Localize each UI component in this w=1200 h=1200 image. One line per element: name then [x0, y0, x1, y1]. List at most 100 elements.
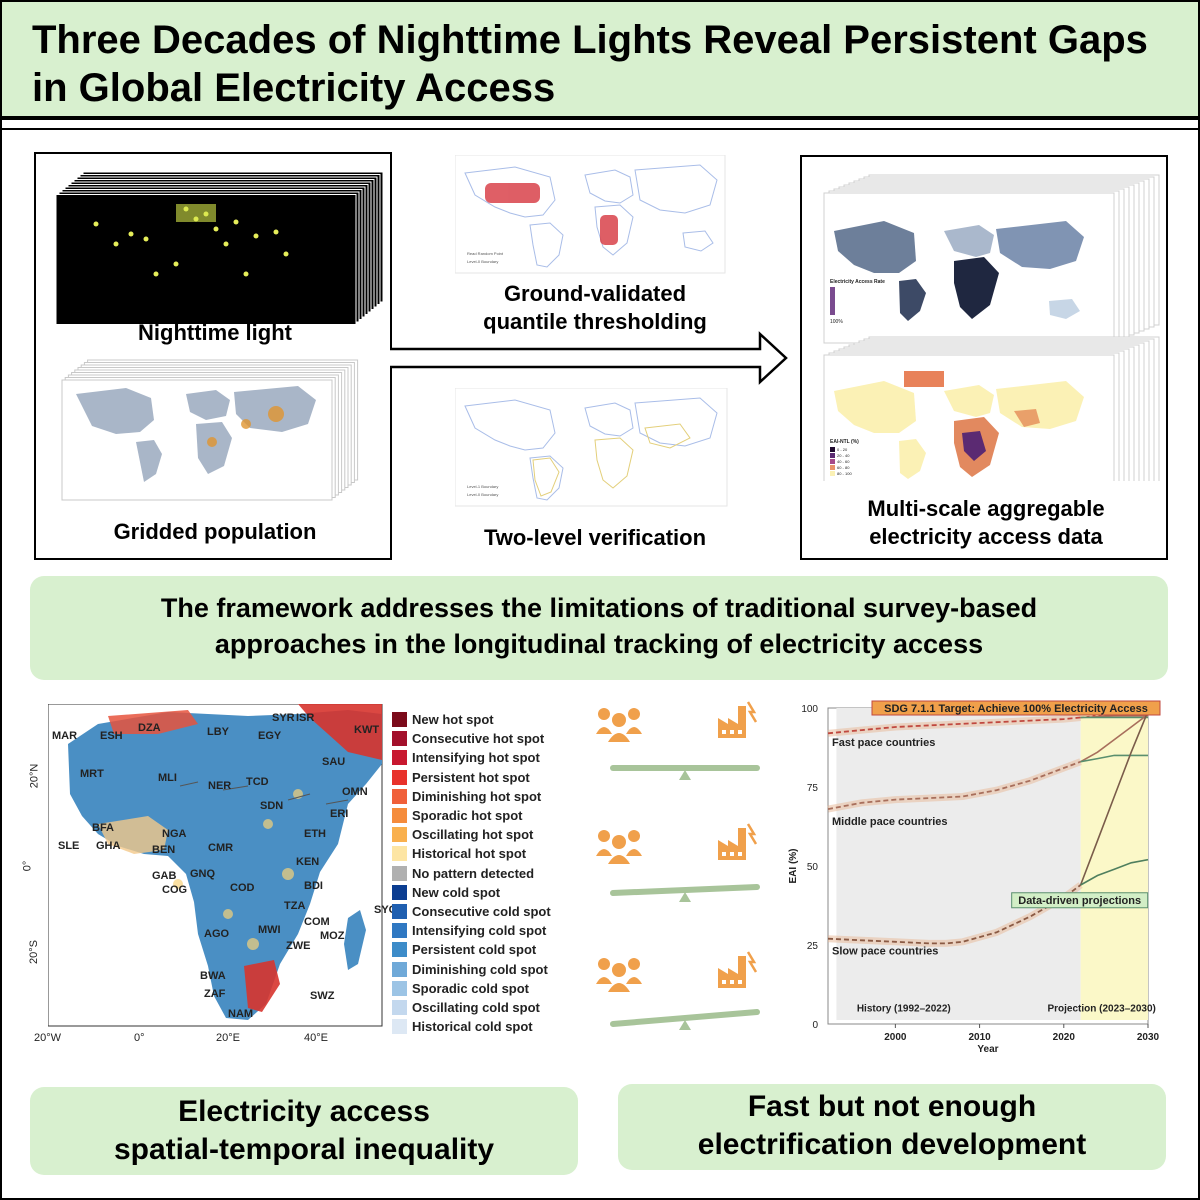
- projection-callout-box: [1011, 892, 1149, 909]
- map2-legend-title: EAI-NTL (%): [830, 439, 859, 445]
- balance-icons: [596, 701, 760, 1030]
- ground-validated-caption: Ground-validated quantile thresholding: [440, 280, 750, 336]
- legend-label: Diminishing cold spot: [412, 961, 548, 977]
- two-level-caption: Two-level verification: [483, 525, 707, 550]
- country-label: MLI: [158, 772, 177, 784]
- input-data-box: Nighttime light Gridded population: [34, 152, 392, 560]
- projection-line: [1080, 754, 1148, 763]
- legend-swatch: [392, 827, 407, 843]
- country-label: AGO: [204, 928, 230, 940]
- legend-swatch: [392, 731, 407, 747]
- legend-swatch: [392, 750, 407, 766]
- legend-item: Diminishing cold spot: [392, 960, 548, 979]
- target-label-box: [871, 700, 1161, 716]
- country-label: ETH: [304, 828, 326, 840]
- projection-line: [1079, 710, 1149, 886]
- legend-item: Sporadic cold spot: [392, 979, 529, 998]
- country-label: COG: [162, 884, 188, 896]
- lon-tick-label: 0°: [134, 1032, 145, 1044]
- country-label: COD: [230, 882, 255, 894]
- target-label: SDG 7.1.1 Target: Achieve 100% Electrici…: [884, 703, 1148, 715]
- person-icon: [612, 963, 626, 977]
- electrification-line2: electrification development: [697, 1128, 1087, 1161]
- legend-swatch: [392, 788, 407, 804]
- country-label: BEN: [152, 844, 176, 856]
- country-label: LBY: [207, 726, 229, 738]
- country-label: SDN: [260, 800, 284, 812]
- series-name-label: Middle pace countries: [832, 816, 948, 828]
- country-label: NAM: [228, 1008, 254, 1020]
- legend-label: Historical hot spot: [412, 846, 527, 862]
- legend-item: New cold spot: [392, 883, 500, 902]
- country-label: GAB: [152, 870, 177, 882]
- legend-label: Historical cold spot: [412, 1019, 533, 1035]
- legend-swatch: [392, 1000, 407, 1015]
- electrification-banner: Fast but not enough electrification deve…: [618, 1084, 1166, 1170]
- series-line: [827, 716, 1081, 735]
- framework-banner: The framework addresses the limitations …: [30, 576, 1168, 680]
- x-tick-label: 2010: [968, 1032, 991, 1043]
- country-label: ZWE: [286, 940, 311, 952]
- nighttime-light-stack: [55, 171, 384, 325]
- person-icon: [598, 958, 610, 970]
- country-label: SWZ: [310, 990, 335, 1002]
- ground-validated-line2: quantile thresholding: [483, 309, 707, 334]
- projection-callout-label: Data-driven projections: [1018, 895, 1141, 907]
- legend-swatch: [392, 712, 407, 727]
- x-tick-label: 2000: [884, 1032, 907, 1043]
- y-tick-label: 50: [807, 862, 819, 873]
- x-tick-label: 2020: [1053, 1032, 1076, 1043]
- map2-legend-swatch: [830, 471, 835, 476]
- balance-pivot: [679, 1020, 691, 1030]
- electrification-line1: Fast but not enough: [747, 1090, 1037, 1123]
- legend-item: Intensifying cold spot: [392, 921, 546, 940]
- series-name-label: Slow pace countries: [832, 945, 938, 957]
- legend-item: Consecutive cold spot: [392, 902, 551, 921]
- country-label: GHA: [96, 840, 121, 852]
- ref-legend-a: Read Random Point: [467, 251, 504, 256]
- y-axis-label: EAI (%): [788, 849, 799, 884]
- legend-label: Intensifying hot spot: [412, 750, 540, 766]
- x-axis-label: Year: [977, 1044, 998, 1055]
- legend-label: Consecutive cold spot: [412, 904, 551, 919]
- africa-hotspot-map: MAR ESH DZA LBY EGY SYR ISR KWT SAU OMN MRT MLI NER T…: [21, 700, 397, 1060]
- framework-line2: approaches in the longitudinal tracking …: [214, 629, 984, 659]
- history-region: [836, 708, 1081, 1020]
- country-label: BFA: [92, 822, 114, 834]
- person-icon: [612, 713, 626, 727]
- x-tick-label: 2030: [1137, 1032, 1160, 1043]
- country-label: NGA: [162, 828, 187, 840]
- country-label: SLE: [58, 840, 80, 852]
- balance-tilt-left: [596, 701, 760, 780]
- hotspot-legend: New hot spot Consecutive hot spot Intensif…: [392, 710, 592, 1050]
- map2-legend-label: 40 - 60: [837, 459, 850, 464]
- legend-item: Diminishing hot spot: [392, 787, 541, 806]
- map2-legend-label: 0 - 20: [837, 447, 848, 452]
- person-icon: [628, 708, 640, 720]
- country-label: SYR: [272, 712, 295, 724]
- legend-label: Diminishing hot spot: [412, 788, 542, 804]
- country-label: OMN: [342, 786, 368, 798]
- lon-tick-label: 20°W: [34, 1032, 62, 1044]
- ref-legend-d: Level-0 Boundary: [467, 492, 498, 497]
- lightning-icon: [746, 701, 758, 723]
- balance-pivot: [679, 770, 691, 780]
- person-icon: [598, 708, 610, 720]
- legend-item: Sporadic hot spot: [392, 806, 523, 825]
- map1-legend-title: Electricity Access Rate: [830, 279, 885, 285]
- country-label: TZA: [284, 900, 306, 912]
- legend-item: Consecutive hot spot: [392, 729, 544, 748]
- country-label: GNQ: [190, 868, 216, 880]
- person-icon: [598, 830, 610, 842]
- balance-beam: [610, 1009, 760, 1027]
- multi-scale-caption: Multi-scale aggregable electricity acces…: [802, 495, 1170, 551]
- country-label: KWT: [354, 724, 380, 736]
- gridded-population-caption: Gridded population: [113, 519, 317, 544]
- map2-legend-label: 20 - 40: [837, 453, 850, 458]
- balance-tilt-right-small: [596, 823, 760, 902]
- legend-swatch: [392, 942, 407, 958]
- legend-item: Historical cold spot: [392, 1017, 533, 1036]
- country-label: MAR: [52, 730, 78, 742]
